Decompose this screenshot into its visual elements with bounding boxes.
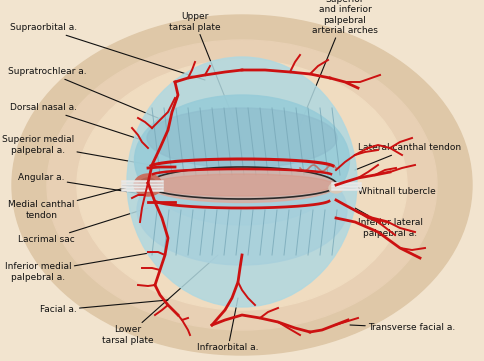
Ellipse shape — [135, 95, 349, 225]
Text: Medial canthal
tendon: Medial canthal tendon — [8, 185, 136, 220]
Ellipse shape — [47, 40, 437, 330]
Ellipse shape — [329, 183, 343, 193]
Ellipse shape — [137, 155, 347, 265]
Text: Lower
tarsal plate: Lower tarsal plate — [102, 255, 218, 345]
Text: Infraorbital a.: Infraorbital a. — [197, 298, 259, 352]
Text: Upper
tarsal plate: Upper tarsal plate — [169, 12, 242, 140]
Text: Facial a.: Facial a. — [40, 300, 168, 314]
Ellipse shape — [147, 168, 337, 203]
Text: Superior
and inferior
palpebral
arterial arches: Superior and inferior palpebral arterial… — [298, 0, 378, 130]
Text: Supratrochlear a.: Supratrochlear a. — [8, 68, 158, 118]
Text: Inferior medial
palpebral a.: Inferior medial palpebral a. — [5, 252, 155, 282]
Ellipse shape — [134, 174, 162, 196]
Text: Whitnall tubercle: Whitnall tubercle — [344, 187, 436, 196]
Text: Dorsal nasal a.: Dorsal nasal a. — [10, 104, 142, 140]
Ellipse shape — [77, 60, 407, 310]
Text: Lateral canthal tendon: Lateral canthal tendon — [355, 144, 461, 170]
Ellipse shape — [127, 57, 357, 307]
Text: Angular a.: Angular a. — [18, 174, 148, 195]
Text: Transverse facial a.: Transverse facial a. — [350, 323, 455, 332]
Text: Inferior lateral
palpebral a.: Inferior lateral palpebral a. — [355, 208, 423, 238]
Ellipse shape — [147, 108, 337, 168]
Text: Superior medial
palpebral a.: Superior medial palpebral a. — [2, 135, 162, 167]
Ellipse shape — [150, 174, 334, 196]
Text: Supraorbital a.: Supraorbital a. — [10, 23, 205, 80]
Ellipse shape — [139, 178, 157, 192]
Text: Lacrimal sac: Lacrimal sac — [18, 208, 148, 244]
Ellipse shape — [12, 15, 472, 355]
